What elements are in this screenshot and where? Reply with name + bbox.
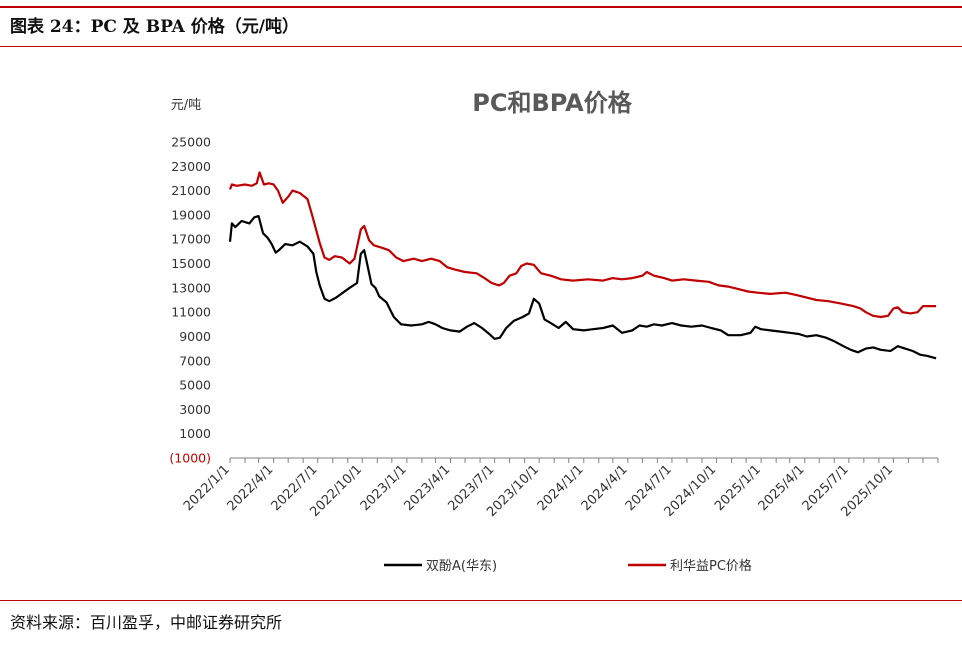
legend-label-bpa: 双酚A(华东)	[426, 559, 497, 574]
x-axis: 2022/1/12022/4/12022/7/12022/10/12023/1/…	[181, 457, 939, 520]
chart: PC和BPA价格 元/吨 25000 23000 21000 19000 17000 15…	[169, 89, 939, 574]
y-axis-unit-label: 元/吨	[171, 98, 201, 113]
chart-title: PC和BPA价格	[472, 89, 632, 117]
top-rule	[0, 6, 962, 8]
x-tick-label: 2025/1/1	[712, 462, 764, 514]
title-rule	[0, 46, 962, 47]
series-layer	[228, 171, 937, 360]
x-tick-label: 2022/1/1	[181, 462, 233, 514]
legend: 双酚A(华东) 利华益PC价格	[384, 558, 752, 574]
series-line-pc	[228, 171, 937, 319]
y-tick-label: 23000	[171, 159, 211, 174]
y-tick-label: 9000	[179, 329, 211, 344]
source-note: 资料来源：百川盈孚，中邮证券研究所	[10, 613, 283, 632]
y-tick-label: 19000	[171, 207, 211, 222]
y-tick-label: 21000	[171, 183, 211, 198]
y-tick-label: 13000	[171, 280, 211, 295]
y-tick-label: 15000	[171, 256, 211, 271]
y-tick-label: 7000	[179, 353, 211, 368]
y-tick-label: 5000	[179, 378, 211, 393]
y-tick-label: (1000)	[169, 451, 211, 466]
y-tick-label: 17000	[171, 232, 211, 247]
x-tick-label: 2023/1/1	[358, 462, 410, 514]
y-tick-label: 11000	[171, 305, 211, 320]
y-tick-label: 1000	[179, 426, 211, 441]
x-tick-label: 2022/4/1	[225, 462, 277, 514]
bottom-rule	[0, 600, 962, 601]
y-tick-label: 3000	[179, 402, 211, 417]
x-tick-label: 2025/4/1	[756, 462, 808, 514]
series-line-bpa	[228, 215, 937, 360]
legend-label-pc: 利华益PC价格	[670, 558, 752, 574]
figure-title: 图表 24：PC 及 BPA 价格（元/吨）	[10, 17, 299, 37]
x-tick-label: 2024/1/1	[535, 462, 587, 514]
y-axis-ticks: 25000 23000 21000 19000 17000 15000 13000 11000…	[169, 135, 211, 466]
x-tick-label: 2024/4/1	[579, 462, 631, 514]
x-tick-label: 2023/4/1	[401, 462, 453, 514]
y-tick-label: 25000	[171, 135, 211, 150]
